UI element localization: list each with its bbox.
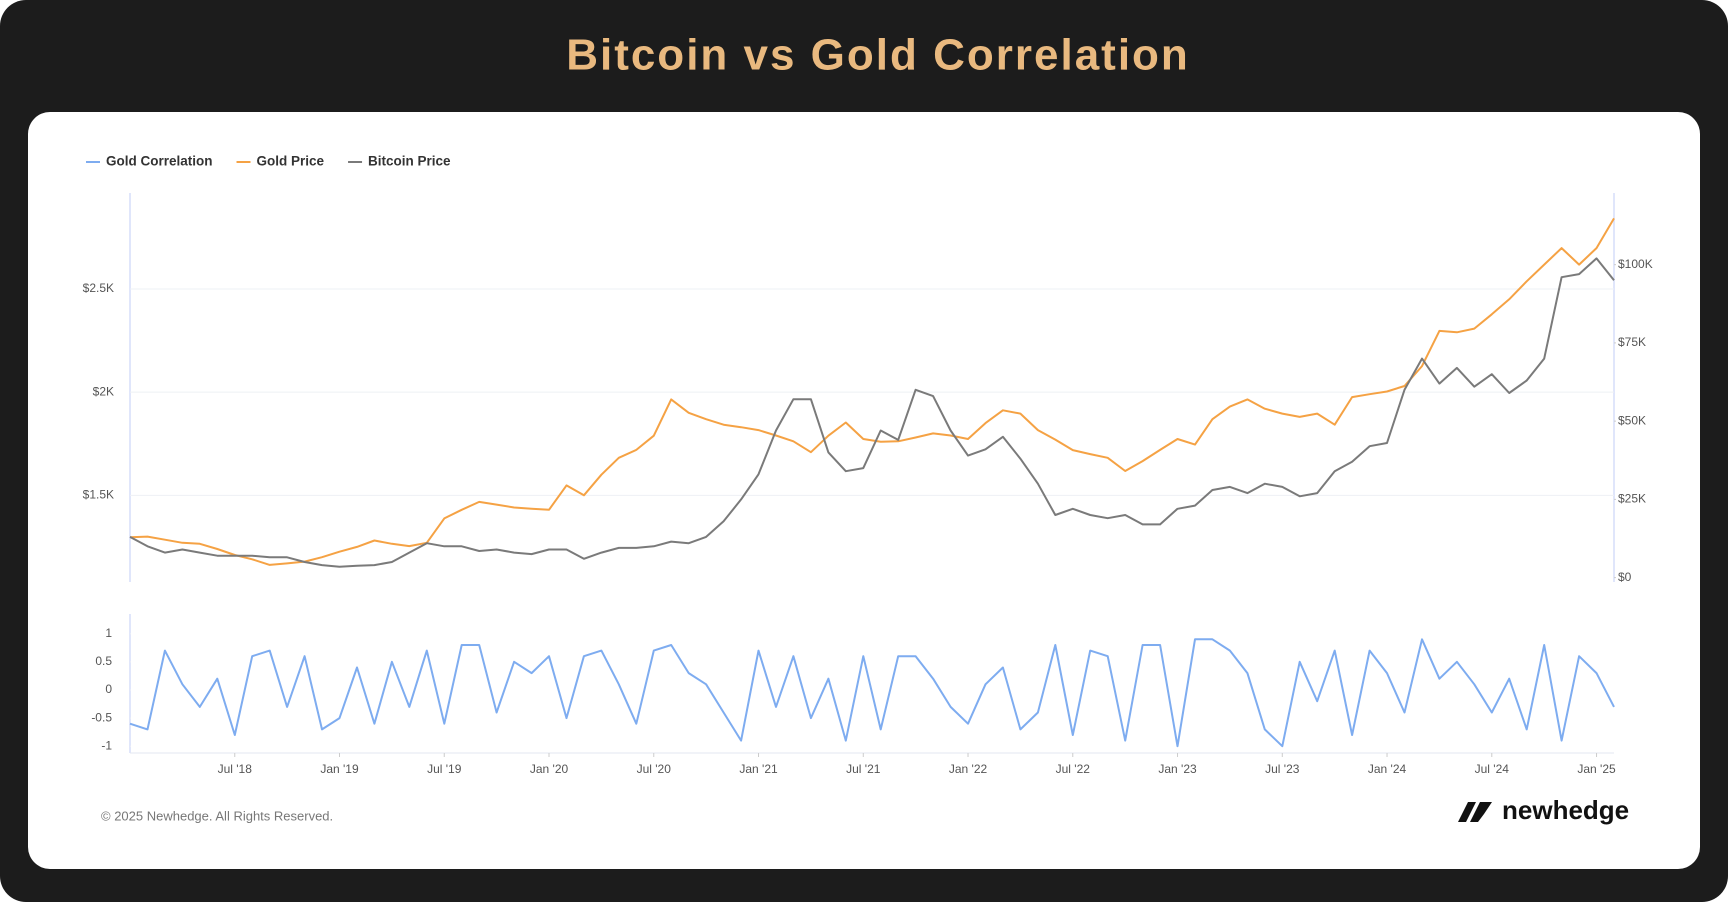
x-tick-label: Jan '25 <box>1577 762 1616 776</box>
y2-tick-label: $75K <box>1618 335 1646 349</box>
x-tick-label: Jan '22 <box>949 762 988 776</box>
panel <box>28 112 1700 869</box>
page-title: Bitcoin vs Gold Correlation <box>566 31 1190 80</box>
legend-label: Gold Price <box>257 154 325 169</box>
legend-label: Gold Correlation <box>106 154 213 169</box>
series-line <box>129 217 1615 566</box>
y-tick-label: 1 <box>105 626 112 640</box>
y-tick-label: 0 <box>105 682 112 696</box>
y-tick-label: 0.5 <box>95 654 112 668</box>
y2-tick-label: $25K <box>1618 492 1646 506</box>
series-line <box>129 638 1615 748</box>
y2-tick-label: $0 <box>1618 570 1632 584</box>
x-tick-label: Jul '19 <box>427 762 462 776</box>
x-tick-label: Jul '18 <box>218 762 253 776</box>
x-tick-label: Jan '21 <box>739 762 778 776</box>
x-tick-label: Jul '21 <box>846 762 881 776</box>
brand-name: newhedge <box>1502 795 1629 825</box>
series-line <box>129 257 1615 568</box>
copyright: © 2025 Newhedge. All Rights Reserved. <box>101 808 333 823</box>
x-tick-label: Jan '20 <box>530 762 569 776</box>
x-tick-label: Jan '24 <box>1368 762 1407 776</box>
x-tick-label: Jul '23 <box>1265 762 1300 776</box>
x-tick-label: Jul '20 <box>637 762 672 776</box>
y-tick-label: -0.5 <box>91 710 112 724</box>
y2-tick-label: $50K <box>1618 413 1646 427</box>
x-tick-label: Jul '22 <box>1056 762 1091 776</box>
legend-label: Bitcoin Price <box>368 154 451 169</box>
x-tick-label: Jan '23 <box>1158 762 1197 776</box>
y2-tick-label: $100K <box>1618 257 1653 271</box>
brand-mark <box>1458 802 1492 822</box>
brand-logo: newhedge <box>1458 795 1629 825</box>
y-tick-label: $1.5K <box>83 487 114 501</box>
y-tick-label: $2K <box>93 384 114 398</box>
y-tick-label: -1 <box>101 738 112 752</box>
y-tick-label: $2.5K <box>83 281 114 295</box>
x-tick-label: Jan '19 <box>320 762 359 776</box>
x-tick-label: Jul '24 <box>1475 762 1510 776</box>
